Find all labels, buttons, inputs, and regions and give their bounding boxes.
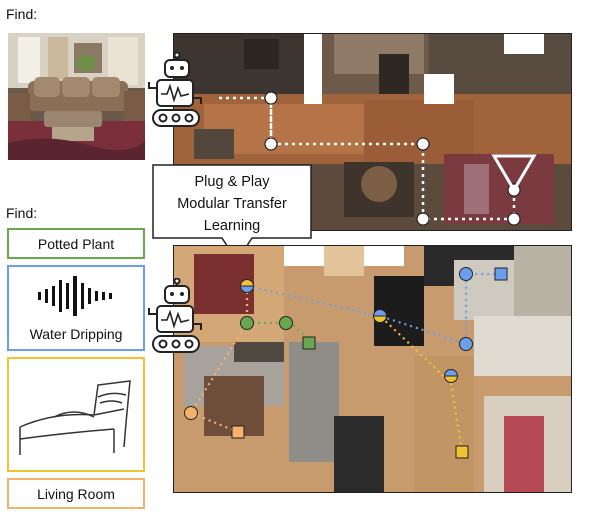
- camera-cone-icon: [491, 154, 537, 193]
- robot-icon: [147, 278, 207, 358]
- callout-line-2: Modular Transfer: [177, 196, 287, 212]
- floor-plan-map-top: [173, 33, 572, 231]
- find-label-top: Find:: [6, 6, 38, 22]
- goal-living-room: Living Room: [7, 478, 145, 509]
- goal-bed-image: [7, 357, 145, 472]
- goal-label: Potted Plant: [37, 235, 115, 252]
- goal-potted-plant: Potted Plant: [7, 228, 145, 259]
- goal-water-dripping: Water Dripping: [7, 265, 145, 351]
- goal-label: Water Dripping: [29, 326, 123, 342]
- callout-line-3: Learning: [203, 218, 261, 234]
- callout-line-1: Plug & Play: [194, 174, 270, 190]
- find-label-bottom: Find:: [6, 205, 38, 221]
- floor-plan-map-bottom: [173, 245, 572, 493]
- callout-text: Plug & Play Modular Transfer Learning: [152, 171, 312, 237]
- goal-label: Living Room: [37, 485, 115, 502]
- living-room-photo: [8, 33, 145, 160]
- robot-icon: [147, 52, 207, 132]
- audio-waveform-icon: [26, 274, 126, 318]
- bed-sketch-icon: [14, 367, 139, 462]
